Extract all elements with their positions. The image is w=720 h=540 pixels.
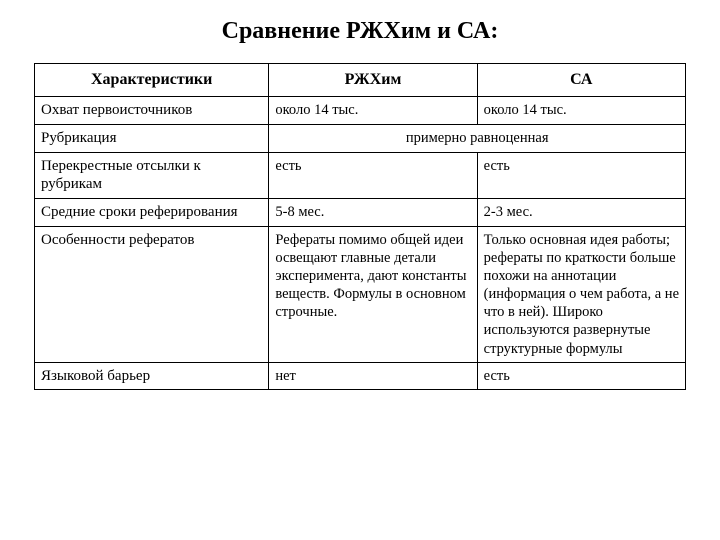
- cell-char: Языковой барьер: [35, 362, 269, 390]
- table-row: Особенности рефератов Рефераты помимо об…: [35, 226, 686, 362]
- col-header-rj: РЖХим: [269, 64, 477, 97]
- table-row: Языковой барьер нет есть: [35, 362, 686, 390]
- cell-merged: примерно равноценная: [269, 124, 686, 152]
- cell-rj: Рефераты помимо общей идеи освещают глав…: [269, 226, 477, 362]
- table-row: Перекрестные отсылки к рубрикам есть ест…: [35, 152, 686, 199]
- comparison-table: Характеристики РЖХим СА Охват первоисточ…: [34, 63, 686, 390]
- cell-rj: есть: [269, 152, 477, 199]
- table-row: Средние сроки реферирования 5-8 мес. 2-3…: [35, 199, 686, 227]
- cell-char: Перекрестные отсылки к рубрикам: [35, 152, 269, 199]
- table-row: Охват первоисточников около 14 тыс. окол…: [35, 97, 686, 125]
- cell-char: Средние сроки реферирования: [35, 199, 269, 227]
- cell-ca: есть: [477, 152, 685, 199]
- cell-rj: 5-8 мес.: [269, 199, 477, 227]
- col-header-ca: СА: [477, 64, 685, 97]
- cell-ca: около 14 тыс.: [477, 97, 685, 125]
- cell-ca: есть: [477, 362, 685, 390]
- cell-rj: нет: [269, 362, 477, 390]
- cell-char: Охват первоисточников: [35, 97, 269, 125]
- col-header-char: Характеристики: [35, 64, 269, 97]
- page-title: Сравнение РЖХим и СА:: [34, 18, 686, 45]
- page: Сравнение РЖХим и СА: Характеристики РЖХ…: [0, 0, 720, 400]
- table-row: Рубрикация примерно равноценная: [35, 124, 686, 152]
- cell-ca: Только основная идея работы; рефераты по…: [477, 226, 685, 362]
- cell-rj: около 14 тыс.: [269, 97, 477, 125]
- cell-ca: 2-3 мес.: [477, 199, 685, 227]
- table-header-row: Характеристики РЖХим СА: [35, 64, 686, 97]
- cell-char: Рубрикация: [35, 124, 269, 152]
- cell-char: Особенности рефератов: [35, 226, 269, 362]
